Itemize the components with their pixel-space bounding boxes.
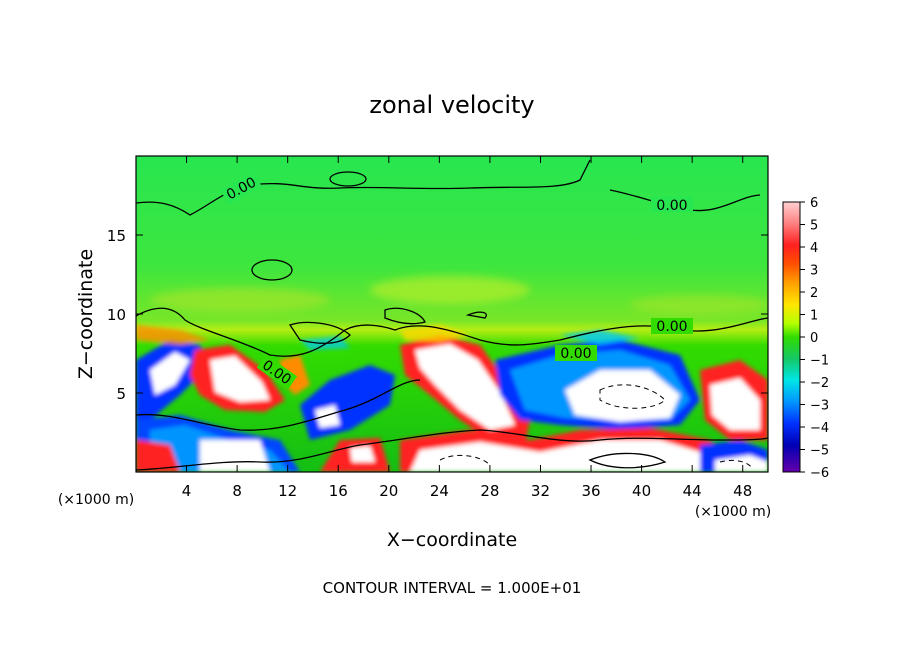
x-tick-label: 16 xyxy=(329,482,348,500)
colorbar-tick-label: 3 xyxy=(810,264,818,279)
y-axis-label: Z−coordinate xyxy=(75,249,97,379)
colorbar: 6 5 4 3 2 1 0 −1 −2 −3 −4 −5 −6 xyxy=(782,196,829,481)
colorbar-tick-label: 5 xyxy=(810,219,818,234)
heatmap-field: 0.00 0.00 0.00 0.00 0.00 xyxy=(136,156,768,472)
colorbar-tick-label: −6 xyxy=(810,466,829,481)
y-axis: 5 10 15 xyxy=(107,227,768,403)
x-tick-label: 20 xyxy=(379,482,398,500)
x-tick-label: 44 xyxy=(683,482,702,500)
contour-label: 0.00 xyxy=(560,346,591,362)
x-unit-left: (×1000 m) xyxy=(58,492,134,508)
colorbar-tick-label: −3 xyxy=(810,399,829,414)
colorbar-tick-label: 0 xyxy=(810,331,818,346)
colorbar-tick-label: −2 xyxy=(810,376,829,391)
x-tick-label: 12 xyxy=(278,482,297,500)
chart-title: zonal velocity xyxy=(369,91,534,119)
colorbar-tick-label: 4 xyxy=(810,241,818,256)
y-tick-label: 10 xyxy=(107,306,126,324)
x-axis-label: X−coordinate xyxy=(387,529,517,551)
colorbar-ticks: 6 5 4 3 2 1 0 −1 −2 −3 −4 −5 −6 xyxy=(800,196,829,481)
x-tick-label: 8 xyxy=(232,482,242,500)
x-tick-label: 48 xyxy=(733,482,752,500)
field-band xyxy=(150,276,768,315)
colorbar-tick-label: −4 xyxy=(810,421,829,436)
contour-dashed xyxy=(439,384,753,469)
colorbar-gradient xyxy=(782,201,801,473)
x-tick-label: 40 xyxy=(632,482,651,500)
colorbar-tick-label: 6 xyxy=(810,196,818,211)
colorbar-tick-label: 2 xyxy=(810,286,818,301)
x-axis: 4 8 12 16 20 24 28 32 36 40 44 48 xyxy=(182,156,752,500)
x-tick-label: 28 xyxy=(480,482,499,500)
colorbar-tick-label: 1 xyxy=(810,309,818,324)
contour-label: 0.00 xyxy=(656,319,687,335)
colorbar-tick-label: −5 xyxy=(810,444,829,459)
contour-label: 0.00 xyxy=(656,198,687,214)
x-tick-label: 24 xyxy=(430,482,449,500)
x-tick-label: 32 xyxy=(531,482,550,500)
colorbar-tick-label: −1 xyxy=(810,354,829,369)
field-anomalies xyxy=(136,325,768,472)
x-tick-label: 4 xyxy=(182,482,192,500)
y-tick-label: 5 xyxy=(116,385,126,403)
contour-lines xyxy=(136,159,768,471)
x-unit-right: (×1000 m) xyxy=(695,504,771,520)
x-tick-label: 36 xyxy=(581,482,600,500)
contour-interval-footer: CONTOUR INTERVAL = 1.000E+01 xyxy=(323,579,582,597)
y-tick-label: 15 xyxy=(107,227,126,245)
